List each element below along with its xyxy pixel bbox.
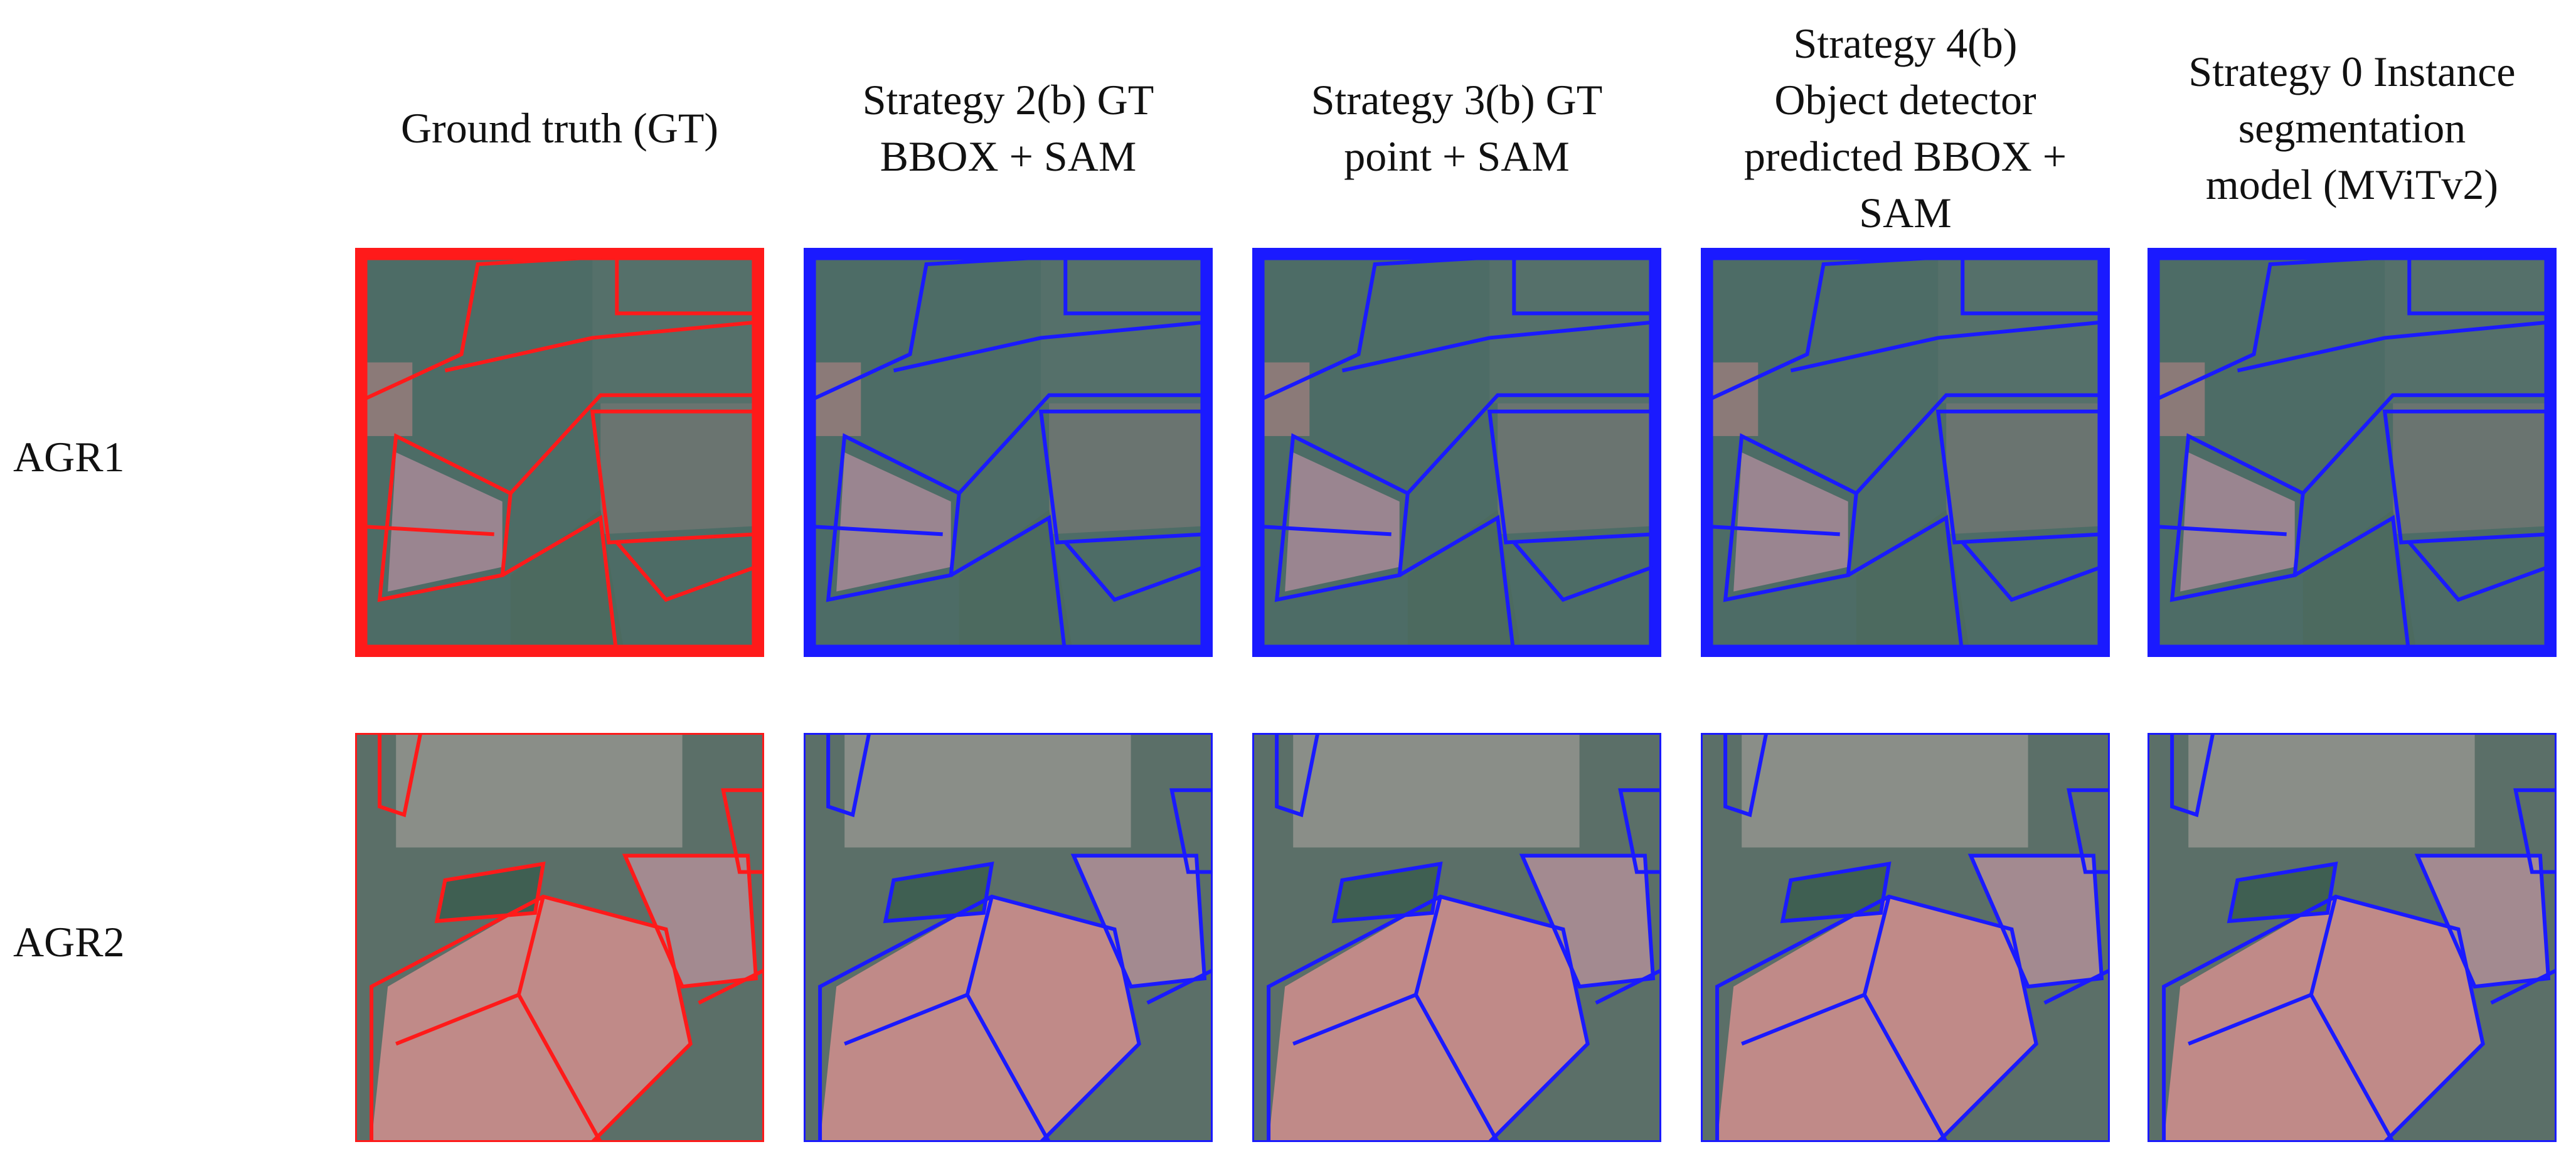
column-header: Ground truth (GT) [334, 0, 785, 256]
header-line: Strategy 4(b) [1793, 19, 2018, 67]
row-label: AGR2 [13, 918, 125, 966]
image-panel [2148, 733, 2557, 1142]
column-header: Strategy 4(b) Object detector predicted BB… [1679, 0, 2131, 256]
column-header: Strategy 2(b) GT BBOX + SAM [782, 0, 1234, 256]
header-line: SAM [1859, 189, 1952, 237]
image-panel [804, 733, 1213, 1142]
header-line: point + SAM [1344, 132, 1570, 180]
image-panel [1701, 248, 2110, 657]
header-line: Object detector [1774, 76, 2036, 124]
header-line: Strategy 2(b) GT [862, 76, 1154, 124]
column-header: Strategy 0 Instance segmentation model (MV… [2126, 0, 2576, 256]
header-line: Ground truth (GT) [400, 104, 719, 152]
column-header: Strategy 3(b) GT point + SAM [1231, 0, 1683, 256]
image-panel [2148, 248, 2557, 657]
header-line: Strategy 0 Instance [2188, 48, 2516, 95]
image-panel [355, 248, 764, 657]
image-panel [1252, 248, 1661, 657]
header-line: Strategy 3(b) GT [1311, 76, 1603, 124]
row-label: AGR1 [13, 433, 125, 481]
header-line: predicted BBOX + [1743, 132, 2067, 180]
header-line: BBOX + SAM [880, 132, 1137, 180]
image-panel [355, 733, 764, 1142]
image-panel [1252, 733, 1661, 1142]
image-panel [804, 248, 1213, 657]
image-panel [1701, 733, 2110, 1142]
header-line: model (MViTv2) [2205, 161, 2499, 208]
header-line: segmentation [2238, 104, 2466, 152]
